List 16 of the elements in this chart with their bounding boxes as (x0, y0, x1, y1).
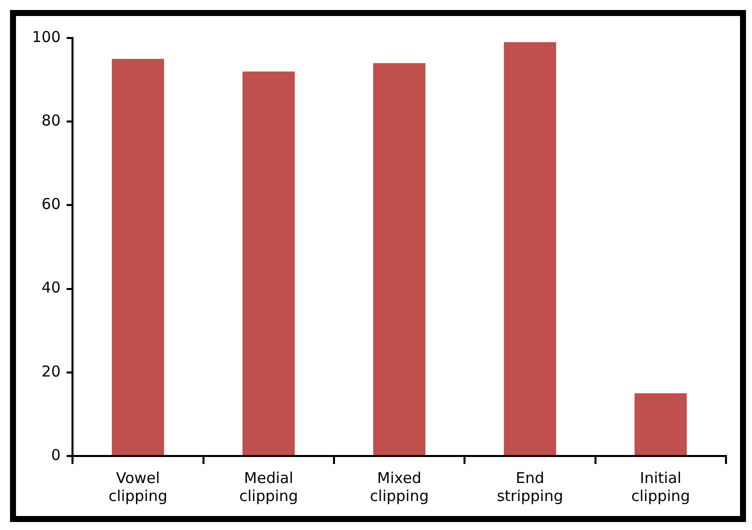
y-tick-label: 60 (42, 195, 61, 214)
y-tick-label: 80 (42, 111, 61, 130)
bar (242, 71, 295, 455)
y-tick-label: 0 (51, 446, 61, 464)
x-tick-label: Medial clipping (239, 468, 298, 505)
x-tick-label: Vowel clipping (108, 468, 168, 505)
bar (373, 63, 426, 455)
bar (112, 58, 164, 455)
bar (504, 42, 556, 455)
y-tick-label: 100 (32, 28, 61, 46)
x-tick-label: Initial clipping (631, 468, 690, 505)
bar (634, 393, 687, 455)
x-tick-label: End stripping (496, 468, 564, 505)
y-tick-label: 40 (42, 278, 61, 297)
x-tick-label: Mixed clipping (370, 468, 429, 505)
y-tick-label: 20 (42, 362, 61, 380)
